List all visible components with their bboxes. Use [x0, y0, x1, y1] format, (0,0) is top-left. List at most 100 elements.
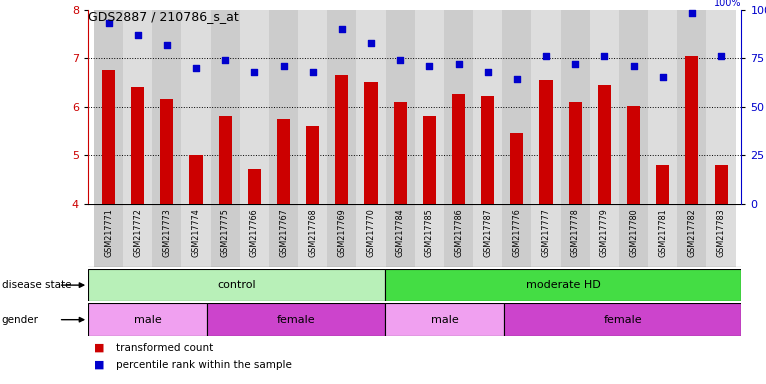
Point [482, 69, 494, 75]
Bar [385, 204, 415, 267]
Point [365, 40, 377, 46]
Point [336, 26, 348, 32]
Bar [385, 10, 415, 204]
Text: moderate HD: moderate HD [526, 280, 601, 290]
Bar [365, 82, 378, 204]
Text: GSM217767: GSM217767 [279, 209, 288, 257]
Bar [568, 102, 582, 204]
Text: ■: ■ [94, 343, 105, 353]
Bar [504, 303, 741, 336]
Bar [356, 204, 385, 267]
Bar [131, 87, 144, 204]
Bar [102, 70, 115, 204]
Bar [677, 10, 706, 204]
Bar [94, 204, 123, 267]
Bar [385, 303, 504, 336]
Bar [298, 10, 327, 204]
Text: GSM217770: GSM217770 [367, 209, 375, 257]
Bar [715, 165, 728, 204]
Point [540, 53, 552, 59]
Point [569, 61, 581, 67]
Bar [590, 204, 619, 267]
Bar [327, 204, 356, 267]
Bar [561, 10, 590, 204]
Bar [298, 204, 327, 267]
Text: transformed count: transformed count [116, 343, 213, 353]
Text: GSM217783: GSM217783 [716, 209, 725, 257]
Point [277, 63, 290, 69]
Bar [123, 204, 152, 267]
Point [190, 65, 202, 71]
Text: GSM217776: GSM217776 [512, 209, 522, 257]
Bar [152, 204, 182, 267]
Bar [532, 10, 561, 204]
Bar [240, 10, 269, 204]
Point [161, 41, 173, 48]
Bar [182, 204, 211, 267]
Point [715, 53, 727, 59]
Bar [444, 10, 473, 204]
Bar [706, 204, 735, 267]
Text: percentile rank within the sample: percentile rank within the sample [116, 360, 292, 370]
Text: GSM217778: GSM217778 [571, 209, 580, 257]
Point [424, 63, 436, 69]
Bar [394, 102, 407, 204]
Bar [706, 10, 735, 204]
Bar [269, 10, 298, 204]
Text: GSM217769: GSM217769 [337, 209, 346, 257]
Text: GSM217771: GSM217771 [104, 209, 113, 257]
Bar [656, 165, 669, 204]
Bar [619, 204, 648, 267]
Bar [218, 116, 232, 204]
Bar [423, 116, 436, 204]
Text: GSM217782: GSM217782 [687, 209, 696, 257]
Bar [510, 133, 523, 204]
Text: GSM217773: GSM217773 [162, 209, 172, 257]
Bar [160, 99, 173, 204]
Bar [182, 10, 211, 204]
Text: GSM217779: GSM217779 [600, 209, 609, 257]
Point [132, 32, 144, 38]
Text: GSM217768: GSM217768 [308, 209, 317, 257]
Text: GSM217777: GSM217777 [542, 209, 551, 257]
Bar [240, 204, 269, 267]
Text: female: female [277, 314, 316, 325]
Bar [502, 204, 532, 267]
Point [219, 57, 231, 63]
Point [686, 10, 698, 17]
Bar [88, 269, 385, 301]
Bar [648, 204, 677, 267]
Text: ■: ■ [94, 360, 105, 370]
Bar [415, 10, 444, 204]
Bar [94, 10, 123, 204]
Point [453, 61, 465, 67]
Text: male: male [430, 314, 458, 325]
Bar [356, 10, 385, 204]
Text: GSM217785: GSM217785 [425, 209, 434, 257]
Bar [269, 204, 298, 267]
Bar [211, 204, 240, 267]
Text: GSM217774: GSM217774 [192, 209, 201, 257]
Bar [627, 106, 640, 204]
Bar [539, 80, 552, 204]
Bar [152, 10, 182, 204]
Text: male: male [133, 314, 162, 325]
Bar [444, 204, 473, 267]
Bar [452, 94, 465, 204]
Text: GSM217766: GSM217766 [250, 209, 259, 257]
Point [306, 69, 319, 75]
Bar [590, 10, 619, 204]
Bar [502, 10, 532, 204]
Text: GSM217786: GSM217786 [454, 209, 463, 257]
Text: GSM217775: GSM217775 [221, 209, 230, 257]
Point [248, 69, 260, 75]
Bar [211, 10, 240, 204]
Text: GSM217784: GSM217784 [396, 209, 404, 257]
Point [103, 20, 115, 26]
Bar [306, 126, 319, 204]
Bar [207, 303, 385, 336]
Text: GDS2887 / 210786_s_at: GDS2887 / 210786_s_at [88, 10, 239, 23]
Bar [619, 10, 648, 204]
Text: gender: gender [2, 314, 38, 325]
Bar [473, 204, 502, 267]
